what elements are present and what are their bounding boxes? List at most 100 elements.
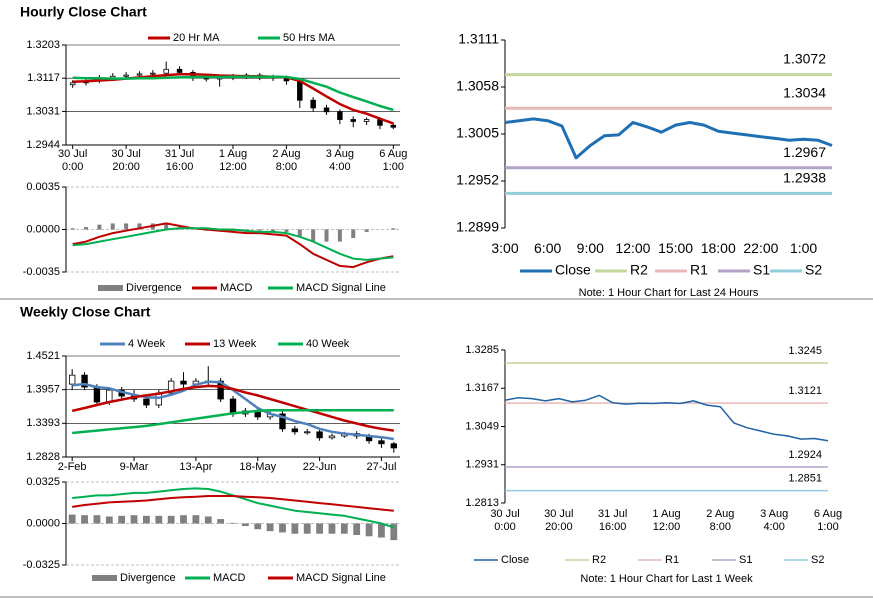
legend-label: Close (501, 554, 529, 566)
y-tick-label: 1.3203 (26, 39, 60, 51)
y-tick-label: 0.0325 (26, 476, 60, 488)
candle-body (106, 389, 113, 403)
candle-body (390, 443, 397, 449)
x-tick-label: 30 Jul 0:00 (490, 508, 520, 533)
bar (84, 227, 89, 230)
y-tick-label: 1.2813 (465, 497, 499, 509)
section-title: Hourly Close Chart (20, 4, 147, 20)
x-tick-label: 3:00 (491, 240, 519, 256)
x-tick-label: 9-Mar (119, 461, 149, 473)
candle-body (328, 435, 336, 439)
bar (351, 229, 356, 238)
legend-label: 4 Week (128, 338, 166, 350)
bar (391, 228, 396, 230)
legend-swatch (638, 559, 662, 561)
bar (167, 515, 175, 524)
candle-body (316, 431, 323, 439)
y-tick-label: 1.3117 (27, 72, 60, 84)
y-tick-label: 0.0000 (26, 223, 60, 235)
legend-label: MACD (220, 282, 252, 294)
level-label: 1.3034 (783, 84, 826, 100)
x-tick-label: 2 Aug 8:00 (272, 148, 301, 173)
bar (217, 519, 225, 524)
level-label: 1.3121 (788, 385, 822, 397)
legend-swatch (92, 575, 117, 581)
legend-swatch (268, 286, 293, 290)
bar (118, 515, 126, 524)
candle-body (378, 440, 385, 445)
y-tick-label: 1.2952 (456, 172, 499, 188)
y-tick-label: 1.3049 (465, 420, 499, 432)
bar (340, 523, 348, 534)
legend-swatch (770, 269, 802, 273)
bar (284, 229, 289, 232)
candle-body (304, 431, 311, 434)
candle-body (310, 99, 316, 109)
legend-swatch (784, 559, 808, 561)
candle-body (390, 124, 397, 128)
x-tick-label: 30 Jul 20:00 (544, 508, 574, 533)
legend-label: MACD Signal Line (296, 572, 386, 584)
x-tick-label: 18:00 (700, 240, 736, 256)
legend-swatch (520, 269, 552, 273)
legend-label: 20 Hr MA (173, 32, 220, 44)
series-line (504, 117, 833, 160)
legend-swatch (192, 286, 217, 290)
legend-swatch (100, 342, 125, 346)
legend-label: S1 (753, 262, 770, 278)
level-label: 1.3245 (788, 345, 822, 357)
legend-label: MACD Signal Line (296, 282, 386, 294)
legend-swatch (185, 342, 210, 346)
x-tick-label: 2 Aug 8:00 (706, 508, 735, 533)
bar (254, 523, 262, 530)
candle-body (150, 72, 156, 75)
section-title: Weekly Close Chart (20, 304, 151, 320)
y-tick-label: 0.0000 (26, 517, 60, 529)
y-tick-label: 1.3031 (26, 105, 60, 117)
candle-body (180, 380, 187, 385)
bar (155, 515, 163, 524)
y-tick-label: -0.0325 (23, 559, 60, 571)
legend-label: R1 (690, 262, 708, 278)
y-tick-label: 1.2944 (26, 139, 60, 151)
x-tick-label: 31 Jul 16:00 (597, 508, 628, 533)
y-tick-label: -0.0035 (23, 266, 60, 278)
candle-body (69, 82, 76, 86)
x-tick-label: 30 Jul 0:00 (57, 148, 88, 173)
bar (230, 229, 236, 232)
bar (279, 523, 286, 533)
candle-body (167, 380, 175, 394)
bar (204, 516, 212, 524)
chart-note: Note: 1 Hour Chart for Last 1 Week (580, 573, 753, 585)
bar (297, 229, 302, 237)
x-tick-label: 12:00 (615, 240, 651, 256)
candle-body (93, 386, 101, 403)
y-tick-label: 1.3285 (465, 344, 499, 356)
x-tick-label: 2-Feb (57, 461, 87, 473)
level-label: 1.2938 (783, 170, 826, 186)
legend-label: Divergence (120, 572, 176, 584)
x-tick-label: 30 Jul 20:00 (111, 148, 141, 173)
bar (328, 523, 336, 534)
legend-swatch (718, 269, 750, 273)
bar (271, 229, 276, 232)
candle-body (323, 107, 330, 113)
y-tick-label: 1.3058 (456, 78, 499, 94)
candle-body (350, 119, 356, 122)
x-tick-label: 9:00 (576, 240, 604, 256)
candle-body (123, 74, 129, 77)
x-tick-label: 31 Jul 16:00 (164, 148, 195, 173)
legend-swatch (565, 559, 589, 561)
candle-body (136, 73, 143, 76)
candle-body (81, 374, 88, 388)
candle-body (279, 413, 286, 430)
bar (105, 516, 113, 524)
bar (70, 228, 75, 230)
bar (353, 523, 361, 535)
bar (365, 523, 373, 537)
legend-swatch (98, 285, 123, 291)
x-tick-label: 18-May (239, 461, 277, 473)
candle-body (229, 398, 237, 415)
